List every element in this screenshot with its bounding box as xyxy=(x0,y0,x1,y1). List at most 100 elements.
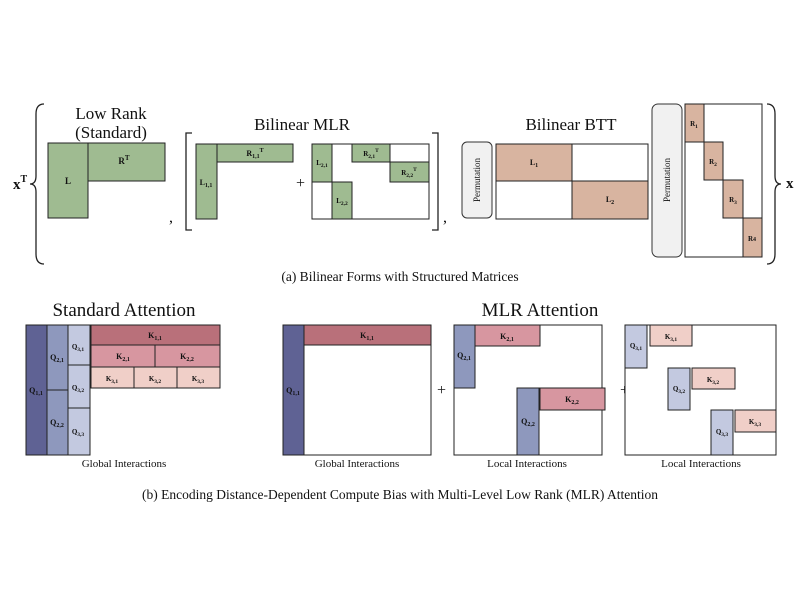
std-Q33-block xyxy=(67,407,91,456)
mlr-Q11-block xyxy=(282,324,305,456)
caption-a: (a) Bilinear Forms with Structured Matri… xyxy=(281,269,518,284)
caption-b: (b) Encoding Distance-Dependent Compute … xyxy=(142,487,658,502)
mlr-plus-1: + xyxy=(437,382,446,399)
mlr-L22-block xyxy=(331,181,353,220)
std-Q11-label: Q1,1 xyxy=(29,386,43,397)
btt-L2-label: L2 xyxy=(606,195,614,206)
btt-R1-block xyxy=(684,103,705,143)
mlr-local-interactions-label-2: Local Interactions xyxy=(661,458,741,470)
std-Q31-block-top xyxy=(67,324,91,366)
mlr-right-bracket xyxy=(432,132,439,231)
btt-R1-label: R1 xyxy=(690,120,698,130)
mlr-R22-block xyxy=(389,161,430,183)
btt-R4-label: R4 xyxy=(748,235,756,243)
mlr-local-interactions-label-1: Local Interactions xyxy=(487,458,567,470)
mlr-K32-label: K3,2 xyxy=(707,376,720,386)
low-rank-L-label: L xyxy=(65,176,71,186)
mlr-R21-label: R2,1T xyxy=(363,148,379,160)
std-Q32-label: Q3,2 xyxy=(72,384,85,394)
mlr-K32-block xyxy=(691,367,736,390)
x-transpose-label: xT xyxy=(13,174,28,193)
btt-permutation-2-label: Permutation xyxy=(662,158,672,202)
btt-R2-label: R2 xyxy=(709,158,717,168)
mlr-Q21-block xyxy=(453,324,476,389)
mlr-Q33-block xyxy=(710,409,734,456)
low-rank-R-block xyxy=(87,142,166,182)
mlr-K31-label: K3,1 xyxy=(665,333,678,343)
btt-R3-block xyxy=(722,179,744,219)
std-K21-block xyxy=(90,344,156,368)
mlr-Q33-label: Q3,3 xyxy=(716,428,729,438)
std-K31-label: K3,1 xyxy=(106,375,119,385)
panel-a: xT Low Rank (Standard) L RT , Bilinear M… xyxy=(13,103,794,284)
x-right-label: x xyxy=(786,176,794,192)
mlr-R11-block xyxy=(216,143,294,163)
mlr-Q21-label: Q2,1 xyxy=(457,351,471,362)
mlr-K22-label: K2,2 xyxy=(565,395,579,406)
btt-L2-block xyxy=(571,180,649,220)
low-rank-R-label: RT xyxy=(118,154,130,166)
mlr-plus: + xyxy=(296,175,305,192)
std-K32-label: K3,2 xyxy=(149,375,162,385)
mlr-L11-block xyxy=(195,143,218,220)
btt-title: Bilinear BTT xyxy=(525,115,617,134)
std-Q31-label-top: Q3,1 xyxy=(72,343,85,353)
mlr-attention-title: MLR Attention xyxy=(482,300,599,321)
btt-L1-label: L1 xyxy=(530,158,538,169)
btt-permutation-1-label: Permutation xyxy=(472,158,482,202)
mlr-L11-label: L1,1 xyxy=(200,178,213,189)
low-rank-title-line2: (Standard) xyxy=(75,123,147,142)
std-Q22-label: Q2,2 xyxy=(50,418,64,429)
mlr-level3-matrix xyxy=(624,324,777,456)
mlr-K11-block xyxy=(303,324,432,346)
btt-permutation-1 xyxy=(461,141,493,219)
panel-b: Standard Attention Q1,1 Q2,1 Q2,2 Q3,1 Q… xyxy=(25,300,777,502)
comma-2: , xyxy=(443,209,447,226)
std-global-interactions-label: Global Interactions xyxy=(82,458,167,470)
btt-permutation-2 xyxy=(651,103,683,258)
mlr-global-matrix xyxy=(282,324,432,456)
btt-L1-block xyxy=(495,143,573,182)
std-K21-label: K2,1 xyxy=(116,352,130,363)
btt-R4-block xyxy=(742,217,763,258)
mlr-R22-label: R2,2T xyxy=(401,167,417,179)
mlr-Q22-label: Q2,2 xyxy=(521,417,535,428)
std-Q33-label: Q3,3 xyxy=(72,428,85,438)
std-K11-label: K1,1 xyxy=(148,331,162,342)
mlr-R21-block xyxy=(351,143,391,163)
std-K33-block xyxy=(176,366,221,389)
std-K22-label: K2,2 xyxy=(180,352,194,363)
low-rank-title-line1: Low Rank xyxy=(75,104,147,123)
mlr-L21-block xyxy=(311,143,333,183)
mlr-Q11-label: Q1,1 xyxy=(286,386,300,397)
mlr-Q32-block xyxy=(667,367,691,411)
mlr-K33-block xyxy=(734,409,777,433)
mlr-K21-block xyxy=(474,324,541,347)
mlr-L21-label: L2,1 xyxy=(316,159,328,169)
mlr-R11-label: R1,1T xyxy=(246,148,263,160)
mlr-L22-label: L2,2 xyxy=(336,197,348,207)
mlr-K22-block xyxy=(539,387,606,411)
mlr-K31-block xyxy=(649,324,693,347)
mlr-K21-label: K2,1 xyxy=(500,332,514,343)
standard-attention-title: Standard Attention xyxy=(52,300,196,321)
right-curly-brace xyxy=(766,103,782,265)
mlr-left-bracket xyxy=(185,132,192,231)
mlr-Q31-label: Q3,1 xyxy=(630,342,643,352)
std-K11-block xyxy=(90,324,221,346)
mlr-K11-label: K1,1 xyxy=(360,331,374,342)
mlr-Q32-label: Q3,2 xyxy=(673,385,686,395)
std-K22-block xyxy=(154,344,221,368)
mlr-K33-label: K3,3 xyxy=(749,418,762,428)
std-K33-label: K3,3 xyxy=(192,375,205,385)
mlr-global-interactions-label: Global Interactions xyxy=(315,458,400,470)
left-curly-brace xyxy=(29,103,45,265)
mlr-title: Bilinear MLR xyxy=(254,115,351,134)
low-rank-L-block xyxy=(47,142,89,219)
mlr-Q31-block xyxy=(624,324,648,369)
mlr-Q22-block xyxy=(516,387,540,456)
btt-R3-label: R3 xyxy=(729,196,737,206)
comma-1: , xyxy=(169,209,173,226)
btt-R2-block xyxy=(703,141,724,181)
